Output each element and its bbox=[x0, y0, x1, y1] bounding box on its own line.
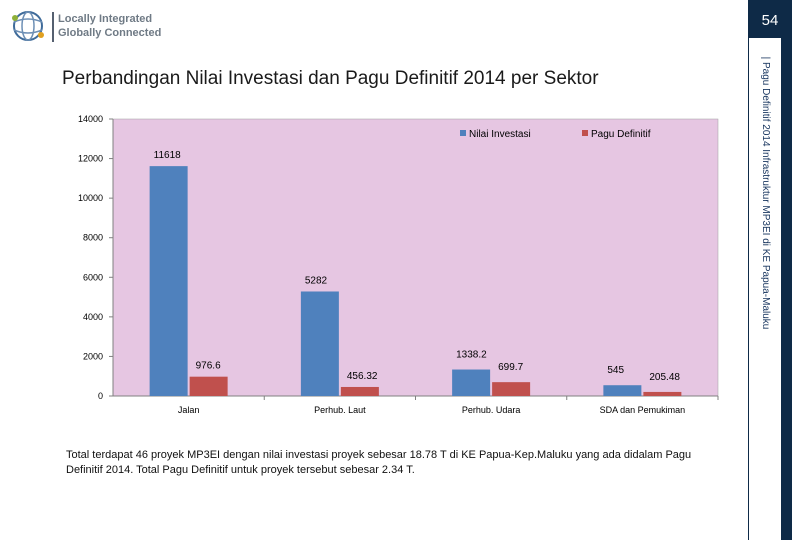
y-tick-label: 0 bbox=[98, 391, 103, 401]
y-tick-label: 2000 bbox=[83, 351, 103, 361]
bar-nilai-investasi bbox=[300, 291, 339, 396]
page-number: 54 bbox=[761, 12, 779, 29]
logo-text-line1: Locally Integrated bbox=[58, 13, 153, 25]
data-label: 456.32 bbox=[347, 371, 378, 382]
logo: Locally Integrated Globally Connected bbox=[8, 8, 162, 44]
plot-area bbox=[112, 118, 719, 397]
y-tick-label: 10000 bbox=[78, 193, 103, 203]
y-tick-label: 6000 bbox=[83, 272, 103, 282]
y-tick-label: 12000 bbox=[78, 154, 103, 164]
bar-nilai-investasi bbox=[452, 369, 491, 396]
logo-text-line2: Globally Connected bbox=[58, 27, 162, 39]
data-label: 976.6 bbox=[196, 361, 221, 372]
bar-nilai-investasi bbox=[149, 166, 188, 396]
bar-pagu-definitif bbox=[340, 386, 379, 396]
logo-divider bbox=[52, 12, 54, 42]
legend-label-nilai-investasi: Nilai Investasi bbox=[469, 129, 531, 140]
y-tick-label: 14000 bbox=[78, 114, 103, 124]
slide-title: Perbandingan Nilai Investasi dan Pagu De… bbox=[62, 68, 599, 89]
x-tick-label: Perhub. Laut bbox=[314, 405, 366, 415]
data-labels: 11618 976.6 5282 456.32 1338.2 699.7 545 205.48 bbox=[154, 150, 681, 383]
sidebar-panel bbox=[748, 38, 781, 540]
data-label: 1338.2 bbox=[456, 350, 487, 361]
legend: Nilai Investasi Pagu Definitif bbox=[460, 129, 651, 140]
bar-pagu-definitif bbox=[189, 376, 228, 396]
legend-swatch-nilai-investasi bbox=[460, 130, 466, 136]
x-tick-label: Jalan bbox=[178, 405, 200, 415]
globe-logo-icon bbox=[12, 11, 44, 41]
y-tick-label: 4000 bbox=[83, 312, 103, 322]
data-label: 205.48 bbox=[649, 372, 680, 383]
legend-swatch-pagu-definitif bbox=[582, 130, 588, 136]
slide-caption: Total terdapat 46 proyek MP3EI dengan ni… bbox=[66, 449, 692, 476]
x-axis: Jalan Perhub. Laut Perhub. Udara SDA dan Pe… bbox=[178, 396, 719, 415]
x-tick-label: Perhub. Udara bbox=[462, 405, 521, 415]
legend-label-pagu-definitif: Pagu Definitif bbox=[591, 129, 651, 140]
data-label: 5282 bbox=[305, 275, 328, 286]
bar-nilai-investasi bbox=[603, 385, 642, 396]
bars bbox=[149, 166, 682, 396]
data-label: 11618 bbox=[154, 150, 182, 161]
bar-pagu-definitif bbox=[492, 382, 531, 396]
x-tick-label: SDA dan Pemukiman bbox=[600, 405, 686, 415]
bar-pagu-definitif bbox=[643, 391, 682, 396]
y-axis: 0 2000 4000 6000 8000 10000 12000 14000 bbox=[78, 114, 113, 401]
data-label: 699.7 bbox=[498, 362, 523, 373]
data-label: 545 bbox=[607, 365, 624, 376]
y-tick-label: 8000 bbox=[83, 233, 103, 243]
